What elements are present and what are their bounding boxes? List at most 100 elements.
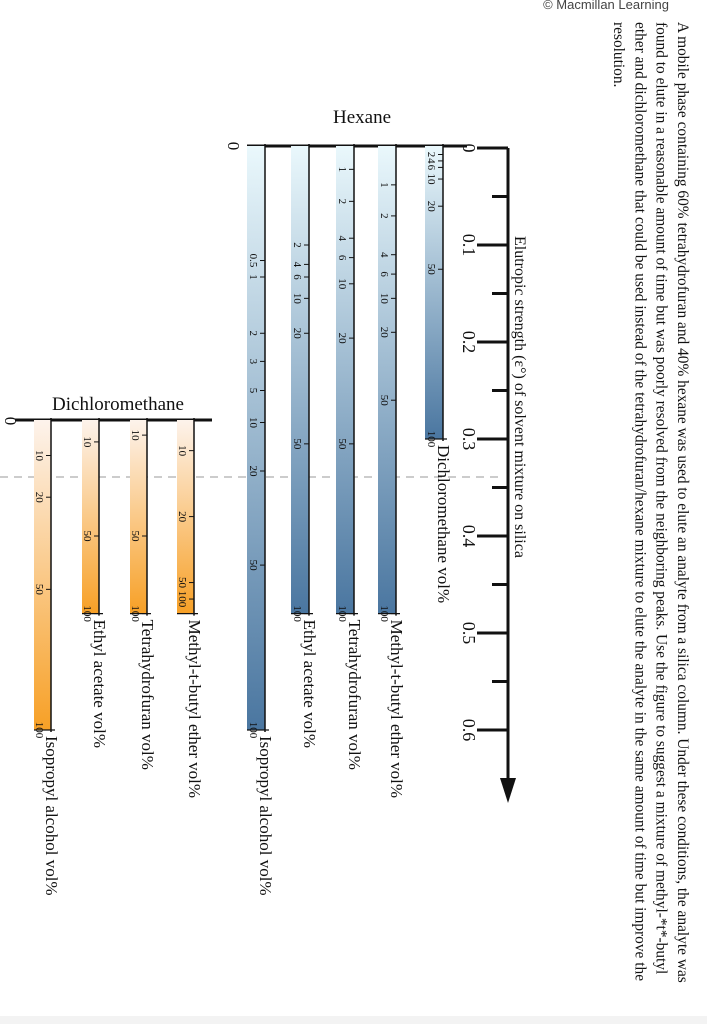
hexane-bar-tick-label: 0.5 bbox=[247, 254, 259, 268]
axis-arrow-icon bbox=[500, 778, 516, 803]
axis-tick-label: 0.3 bbox=[459, 428, 479, 451]
hexane-bar-tick-label: 3 bbox=[247, 359, 259, 365]
footer-bar bbox=[0, 1016, 707, 1024]
dcm-bar-label: Methyl-t-butyl ether vol% bbox=[185, 620, 204, 798]
hexane-bar-tick-label: 10 bbox=[378, 293, 390, 305]
hexane-bar-tick-label: 10 bbox=[336, 278, 348, 290]
hexane-bar-tick-label: 20 bbox=[425, 201, 437, 213]
hexane-bar-tick-label: 100 bbox=[378, 605, 390, 622]
hexane-bar-label: Methyl-t-butyl ether vol% bbox=[387, 620, 406, 798]
axis-tick-label: 0.4 bbox=[459, 525, 479, 548]
hexane-bar-tick-label: 50 bbox=[291, 438, 303, 450]
dcm-bar-group: 10 20 50 100 Methyl-t-butyl ether vol% bbox=[176, 418, 204, 798]
dcm-bar-tick-label: 20 bbox=[33, 492, 45, 504]
dcm-bar-tick-label: 100 bbox=[81, 605, 93, 622]
hexane-bar-tick-label: 20 bbox=[336, 333, 348, 345]
dcm-zero-label: 0 bbox=[1, 417, 20, 426]
hexane-bar-tick-label: 1 bbox=[247, 274, 259, 280]
hexane-bar-tick-label: 100 bbox=[425, 431, 437, 448]
hexane-bar-tick-label: 10 bbox=[247, 417, 259, 429]
hexane-bar-tick-label: 4 bbox=[425, 158, 437, 164]
axis-tick-label: 0.5 bbox=[459, 622, 479, 645]
dcm-bar-tick-label: 100 bbox=[33, 722, 45, 739]
dichloromethane-group: Dichloromethane 0 10 20 50 100 Methyl-t-buty… bbox=[1, 394, 212, 896]
hexane-bar bbox=[378, 146, 396, 614]
dcm-bar-tick-label: 100 bbox=[129, 605, 141, 622]
dcm-bar-label: Tetrahydrofuran vol% bbox=[138, 620, 157, 770]
hexane-bar-tick-label: 6 bbox=[425, 165, 437, 171]
hexane-bar-tick-label: 1 bbox=[378, 182, 390, 188]
hexane-bar-tick-label: 50 bbox=[247, 560, 259, 572]
hexane-label: Hexane bbox=[333, 107, 391, 128]
hexane-bar bbox=[425, 146, 443, 439]
axis-label: Elutropic strength (ε°) of solvent mixtu… bbox=[511, 236, 528, 558]
hexane-bar-tick-label: 10 bbox=[425, 174, 437, 186]
hexane-bar-tick-label: 100 bbox=[247, 722, 259, 739]
dcm-bar-label: Ethyl acetate vol% bbox=[90, 620, 109, 748]
hexane-bar bbox=[291, 146, 309, 614]
dcm-bar-tick-label: 10 bbox=[33, 450, 45, 462]
copyright-notice: © Macmillan Learning bbox=[543, 0, 669, 12]
hexane-bar-tick-label: 20 bbox=[291, 328, 303, 340]
dcm-bar-tick-label: 50 bbox=[81, 531, 93, 543]
hexane-bar-tick-label: 50 bbox=[425, 264, 437, 276]
hexane-bar-tick-label: 100 bbox=[291, 605, 303, 622]
axis-tick-label: 0.6 bbox=[459, 719, 479, 742]
hexane-bar-tick-label: 20 bbox=[378, 327, 390, 339]
hexane-bar-label: Ethyl acetate vol% bbox=[300, 620, 319, 748]
hexane-bar-tick-label: 6 bbox=[291, 274, 303, 280]
dcm-bar-tick-label: 100 bbox=[176, 591, 188, 608]
dcm-bar-tick-label: 50 bbox=[129, 531, 141, 543]
dcm-bar-tick-label: 50 bbox=[176, 577, 188, 589]
dcm-bar-tick-label: 10 bbox=[129, 430, 141, 442]
dcm-bar bbox=[130, 420, 147, 614]
hexane-zero-label: 0 bbox=[224, 142, 243, 151]
hexane-bar-tick-label: 2 bbox=[247, 331, 259, 337]
hexane-bar-tick-label: 1 bbox=[336, 167, 348, 173]
dcm-bar bbox=[34, 420, 51, 730]
axis-tick-label: 0.2 bbox=[459, 331, 479, 354]
hexane-bar-tick-label: 50 bbox=[336, 438, 348, 450]
hexane-bar-tick-label: 20 bbox=[247, 466, 259, 478]
axis-tick-label: 0.1 bbox=[459, 234, 479, 257]
dcm-bar-label: Isopropyl alcohol vol% bbox=[42, 736, 61, 896]
dcm-bar-tick-label: 20 bbox=[176, 511, 188, 523]
hexane-bar-label: Isopropyl alcohol vol% bbox=[256, 736, 275, 896]
dcm-bar bbox=[177, 420, 194, 614]
hexane-bar-tick-label: 5 bbox=[247, 388, 259, 394]
hexane-bar-tick-label: 6 bbox=[378, 271, 390, 277]
dcm-bar-tick-label: 10 bbox=[81, 436, 93, 448]
dcm-bar-tick-label: 50 bbox=[33, 584, 45, 596]
hexane-bar-label: Tetrahydrofuran vol% bbox=[345, 620, 364, 770]
axis-tick-label: 0 bbox=[459, 144, 479, 153]
hexane-bar-tick-label: 2 bbox=[291, 242, 303, 248]
hexane-bar-tick-label: 4 bbox=[378, 252, 390, 258]
hexane-bar-tick-label: 6 bbox=[336, 255, 348, 261]
dcm-bar bbox=[82, 420, 99, 614]
dcm-bar-tick-label: 10 bbox=[176, 445, 188, 457]
hexane-bar-tick-label: 2 bbox=[336, 199, 348, 205]
hexane-bar bbox=[247, 146, 265, 730]
hexane-bar-tick-label: 4 bbox=[291, 262, 303, 268]
question-text: A mobile phase containing 60% tetrahydro… bbox=[610, 22, 691, 983]
hexane-bar-tick-label: 2 bbox=[425, 152, 437, 158]
hexane-bar-label: Dichloromethane vol% bbox=[434, 445, 453, 603]
hexane-bar-tick-label: 100 bbox=[336, 605, 348, 622]
hexane-bar-tick-label: 2 bbox=[378, 213, 390, 219]
hexane-bar-tick-label: 50 bbox=[378, 395, 390, 407]
hexane-bar-tick-label: 10 bbox=[291, 293, 303, 305]
hexane-bar-tick-label: 4 bbox=[336, 235, 348, 241]
strength-axis: 0 0.1 0.2 0.3 0.4 0.5 0.6 Elutropic strength (… bbox=[459, 144, 528, 803]
hexane-bar bbox=[336, 146, 354, 614]
dichloromethane-label: Dichloromethane bbox=[52, 394, 184, 415]
